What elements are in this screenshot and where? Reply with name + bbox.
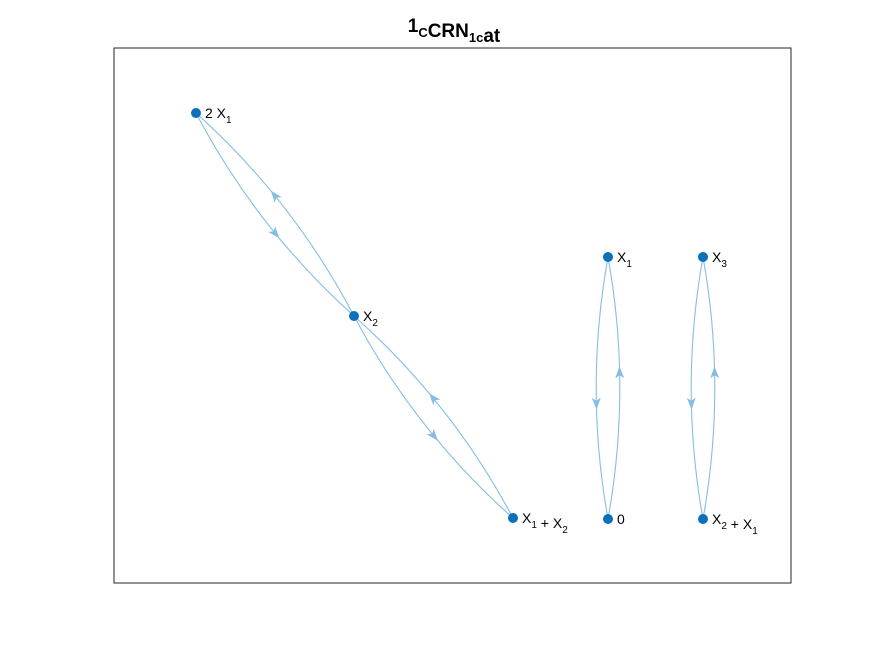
edge-X1-to-0: [595, 256, 609, 520]
edge-X2-to-2X1: [195, 112, 355, 317]
node-label-X1: X1: [617, 249, 632, 270]
plot-title: 1CCRN1cat: [408, 16, 501, 47]
node-label-0: 0: [617, 511, 625, 527]
axes-frame: [113, 47, 792, 584]
node-label-X2: X2: [363, 308, 378, 329]
label-layer: 2 X1 X2 X1 + X2 X1 0 X3 X2 + X1: [205, 105, 758, 537]
edge-0-to-X1: [607, 256, 621, 520]
node-label-2X1: 2 X1: [205, 105, 232, 126]
edge-X3-to-X2X1: [690, 256, 704, 520]
edge-X2X1-to-X3: [702, 256, 716, 520]
node-X2: [349, 311, 359, 321]
node-0: [603, 514, 613, 524]
node-label-X1X2: X1 + X2: [522, 510, 568, 536]
node-label-X2X1: X2 + X1: [712, 511, 758, 537]
node-X3: [698, 252, 708, 262]
edge-layer: [195, 112, 720, 520]
node-X1X2: [508, 513, 518, 523]
arrowhead-X2X1-to-X3: [710, 366, 720, 379]
arrowhead-2X1-to-X2: [268, 226, 280, 239]
edge-2X1-to-X2: [195, 112, 355, 317]
node-layer: [191, 108, 708, 524]
arrowhead-0-to-X1: [615, 366, 625, 379]
node-X1: [603, 252, 613, 262]
edge-X1X2-to-X2: [353, 315, 514, 519]
arrowhead-X1-to-0: [591, 397, 601, 410]
arrowhead-X3-to-X2X1: [686, 397, 696, 410]
arrowhead-X1X2-to-X2: [429, 393, 441, 406]
node-X2X1: [698, 514, 708, 524]
node-2X1: [191, 108, 201, 118]
edge-X2-to-X1X2: [353, 315, 514, 519]
arrowhead-X2-to-X1X2: [426, 428, 438, 441]
arrowhead-X2-to-2X1: [270, 190, 282, 203]
node-label-X3: X3: [712, 249, 727, 270]
